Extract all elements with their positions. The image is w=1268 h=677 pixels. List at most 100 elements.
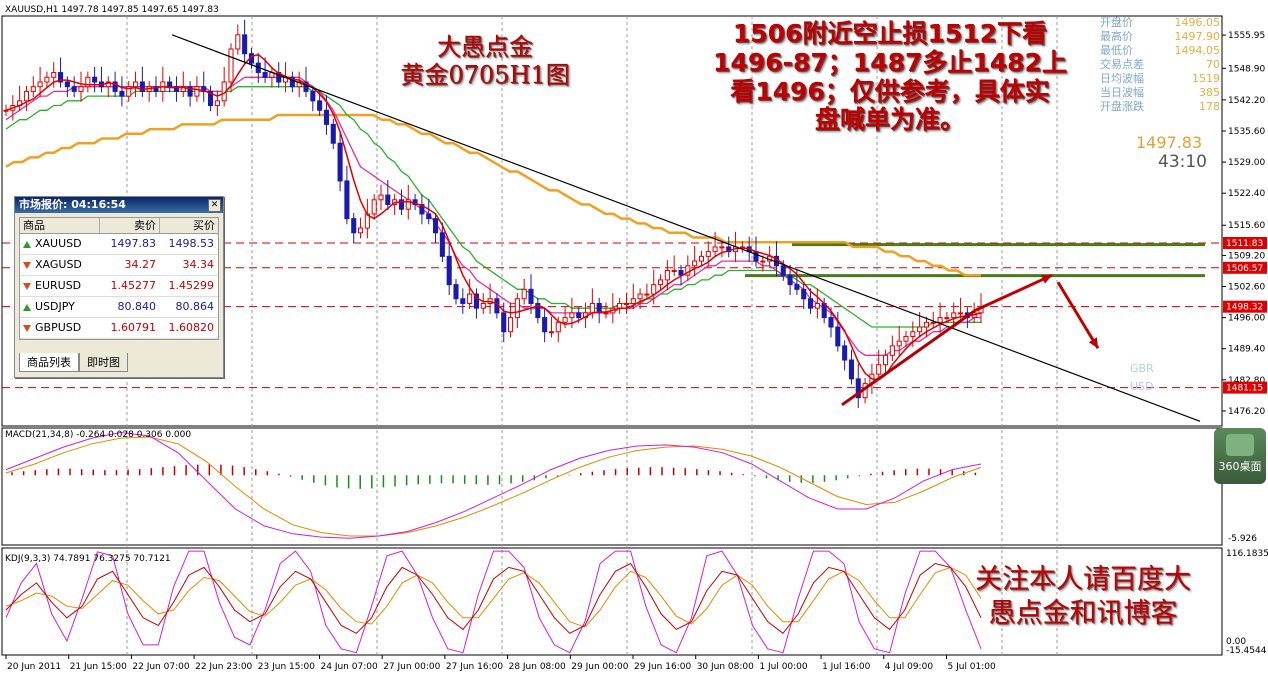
quote-ask: 1498.53 bbox=[168, 237, 215, 250]
candle-body bbox=[651, 284, 657, 295]
candle-body bbox=[658, 279, 664, 286]
downtrend-line bbox=[171, 34, 1201, 422]
candle-body bbox=[883, 354, 889, 366]
candle-body bbox=[112, 81, 118, 92]
candle-body bbox=[623, 302, 630, 305]
current-price: 1497.83 bbox=[1136, 133, 1203, 152]
candle-body bbox=[794, 284, 800, 290]
candle-body bbox=[814, 302, 820, 309]
quote-row[interactable]: XAGUSD 34.27 34.34 bbox=[20, 255, 218, 276]
price-tag-label: 1511.83 bbox=[1226, 239, 1263, 249]
candle-body bbox=[153, 86, 159, 92]
candle-body bbox=[344, 180, 350, 220]
col-bid-header[interactable]: 卖价 bbox=[100, 218, 160, 233]
market-watch-window[interactable]: 市场报价: 04:16:54 ✕ 商品 卖价 买价 XAUUSD 1497.83 1… bbox=[14, 196, 224, 378]
candle-body bbox=[439, 232, 445, 257]
x-tick-label: 5 Jul 01:00 bbox=[948, 662, 997, 672]
candle-body bbox=[808, 298, 814, 309]
candle-body bbox=[433, 218, 439, 234]
candle-body bbox=[753, 251, 759, 262]
candle-body bbox=[923, 321, 930, 328]
candle-body bbox=[896, 340, 902, 347]
candle-body bbox=[30, 86, 36, 92]
candle-body bbox=[173, 86, 179, 92]
candle-body bbox=[528, 288, 534, 304]
tab-tick-chart[interactable]: 即时图 bbox=[79, 353, 128, 372]
y-tick-label: 1548.90 bbox=[1228, 64, 1265, 74]
quote-row[interactable]: XAUUSD 1497.83 1498.53 bbox=[20, 234, 218, 255]
candle-body bbox=[910, 331, 916, 337]
strategy-annotation: 1506附近空止损1512下看 1496-87；1487多止1482上 看149… bbox=[690, 19, 1090, 135]
x-tick-label: 4 Jul 09:00 bbox=[885, 662, 934, 672]
candle-body bbox=[303, 81, 309, 92]
strategy-line-3: 看1496；仅供参考，具体实 bbox=[730, 76, 1050, 106]
info-label: 交易点差 bbox=[1100, 58, 1144, 71]
candle-body bbox=[514, 298, 520, 319]
candle-body bbox=[64, 81, 70, 88]
candle-body bbox=[889, 345, 895, 356]
candle-body bbox=[78, 86, 84, 92]
kdj-legend: KDJ(9,3,3) 74.7891 76.3275 70.7121 bbox=[5, 554, 171, 564]
title-annotation: 大愚点金 黄金0705H1图 bbox=[380, 33, 590, 89]
price-tag-bg bbox=[1223, 261, 1267, 274]
symbol-text: GBPUSD bbox=[35, 321, 82, 334]
col-symbol-header[interactable]: 商品 bbox=[20, 218, 100, 233]
candle-body bbox=[780, 265, 786, 276]
panel-frame-2 bbox=[1, 547, 1223, 656]
follow-line-1: 关注本人请百度大 bbox=[975, 564, 1191, 595]
candle-body bbox=[187, 86, 193, 97]
info-row: 开盘涨跌 178 bbox=[1100, 100, 1220, 114]
candle-body bbox=[139, 81, 145, 92]
close-icon[interactable]: ✕ bbox=[208, 199, 221, 212]
x-tick-label: 27 Jun 16:00 bbox=[446, 662, 503, 672]
arrow-down-icon bbox=[23, 324, 31, 332]
candle-body bbox=[555, 321, 561, 333]
info-value: 178 bbox=[1199, 100, 1220, 113]
candle-body bbox=[405, 199, 411, 210]
info-row: 最低价 1494.05 bbox=[1100, 44, 1220, 58]
candle-body bbox=[521, 288, 527, 300]
candle-body bbox=[296, 81, 302, 88]
desktop-widget[interactable]: 360桌面 bbox=[1214, 428, 1266, 484]
candle-body bbox=[194, 86, 200, 97]
kdj-y-label: -15.4544 bbox=[1226, 646, 1267, 656]
candle-body bbox=[951, 312, 957, 319]
candle-body bbox=[51, 72, 57, 78]
candle-body bbox=[378, 194, 384, 201]
candle-body bbox=[426, 213, 432, 220]
follow-annotation: 关注本人请百度大 愚点金和讯博客 bbox=[948, 563, 1218, 631]
macd-y-label: -5.926 bbox=[1228, 534, 1257, 544]
candle-body bbox=[105, 81, 111, 88]
candle-body bbox=[760, 260, 766, 263]
quote-row[interactable]: USDJPY 80.840 80.864 bbox=[20, 297, 218, 318]
quote-row[interactable]: EURUSD 1.45277 1.45299 bbox=[20, 276, 218, 297]
candle-body bbox=[323, 109, 329, 125]
col-ask-header[interactable]: 买价 bbox=[193, 219, 215, 232]
candle-body bbox=[371, 199, 377, 215]
x-tick-label: 29 Jun 00:00 bbox=[571, 662, 628, 672]
candle-body bbox=[358, 227, 364, 234]
market-watch-title[interactable]: 市场报价: 04:16:54 ✕ bbox=[15, 197, 223, 213]
price-tag-label: 1498.32 bbox=[1226, 303, 1263, 313]
candle-body bbox=[801, 288, 807, 300]
candle-body bbox=[262, 72, 268, 78]
tab-symbols[interactable]: 商品列表 bbox=[19, 353, 79, 372]
candle-body bbox=[719, 246, 725, 249]
quote-ask: 34.34 bbox=[182, 258, 215, 271]
info-row: 当日波幅 385 bbox=[1100, 86, 1220, 100]
candle-body bbox=[944, 317, 950, 320]
candle-body bbox=[603, 312, 609, 315]
info-value: 385 bbox=[1199, 86, 1220, 99]
arrow-down-to-target-head bbox=[1088, 337, 1098, 349]
arrow-up-icon bbox=[23, 303, 31, 311]
candle-body bbox=[937, 317, 943, 323]
candle-body bbox=[44, 76, 50, 83]
candle-body bbox=[228, 48, 234, 83]
candle-body bbox=[842, 345, 848, 361]
macd-legend: MACD(21,34,8) -0.264 0.028 0.306 0.000 bbox=[5, 430, 191, 440]
candle-body bbox=[310, 90, 316, 102]
quote-row[interactable]: GBPUSD 1.60791 1.60820 bbox=[20, 318, 218, 339]
candle-body bbox=[214, 100, 220, 107]
candle-body bbox=[480, 302, 486, 309]
x-tick-label: 22 Jun 07:00 bbox=[132, 662, 189, 672]
